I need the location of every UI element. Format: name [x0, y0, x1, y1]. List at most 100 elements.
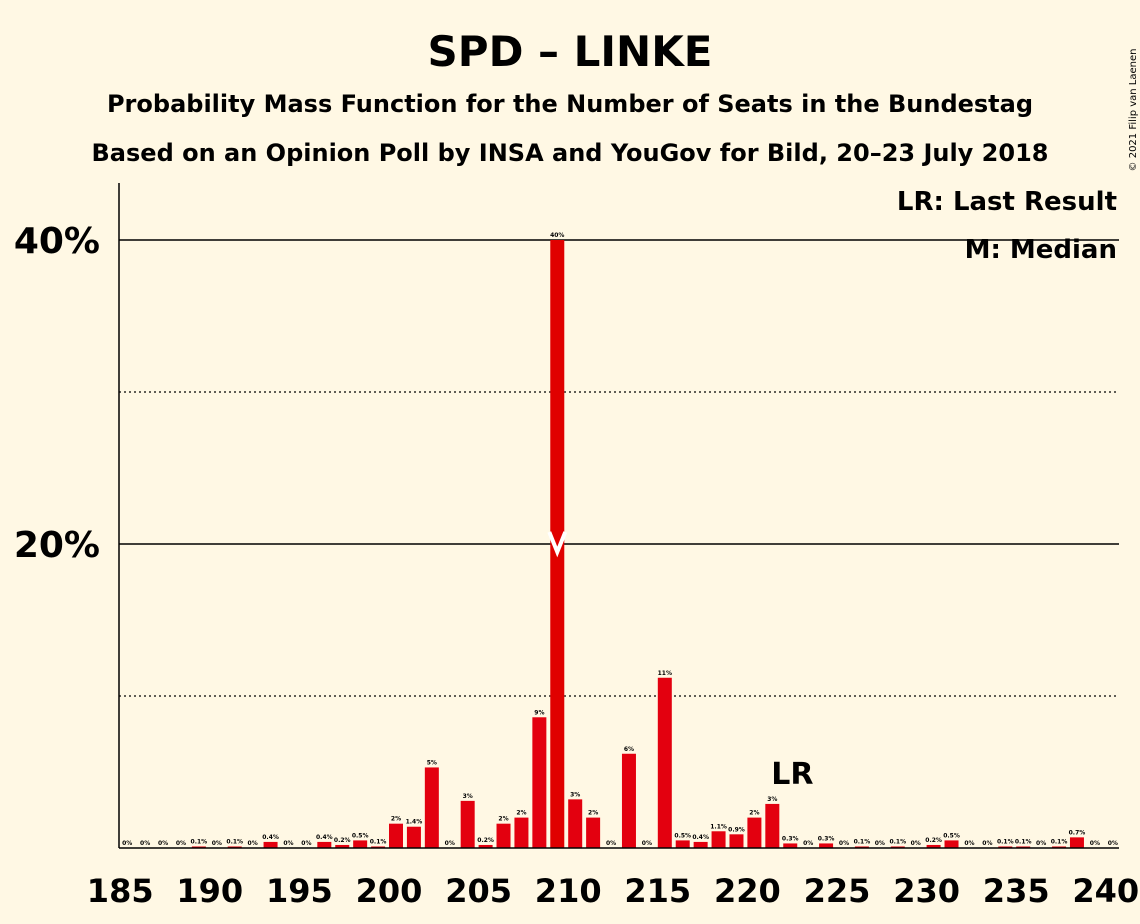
bar-label-226: 0.1%	[854, 838, 871, 845]
chart-subtitle-2: Based on an Opinion Poll by INSA and You…	[92, 139, 1049, 167]
chart-subtitle-1: Probability Mass Function for the Number…	[107, 90, 1033, 118]
bar-label-206: 2%	[498, 816, 508, 823]
bar-labels: 0% 0% 0% 0% 0.1% 0% 0.1% 0%0.4%0% 0%0.4% 0.2%0.5%…	[122, 232, 1118, 847]
bar-label-208: 9%	[534, 709, 544, 716]
bar-label-198: 0.5%	[352, 832, 369, 839]
bar-label-218: 1.1%	[710, 823, 727, 830]
bar-label-228: 0.1%	[889, 838, 906, 845]
x-tick-label: 195	[266, 872, 333, 910]
bar-205	[478, 844, 493, 848]
x-tick-label: 200	[356, 872, 423, 910]
bar-211	[586, 817, 601, 848]
legend-median: M: Median	[965, 235, 1117, 265]
bar-label-210: 3%	[570, 791, 580, 798]
bar-221	[765, 803, 780, 848]
bar-215	[657, 677, 672, 848]
x-tick-label: 190	[176, 872, 243, 910]
bar-label-200: 2%	[391, 816, 401, 823]
bar-label-239: 0%	[1090, 840, 1100, 847]
bar-label-205: 0.2%	[477, 837, 494, 844]
bar-208	[532, 717, 547, 848]
bar-label-224: 0.3%	[818, 835, 835, 842]
y-tick-label: 40%	[14, 221, 100, 262]
bar-226	[854, 846, 869, 848]
bar-217	[693, 841, 708, 848]
bar-label-240: 0%	[1108, 840, 1118, 847]
bar-222	[783, 843, 798, 848]
bar-230	[926, 844, 941, 848]
bar-label-196: 0.4%	[316, 834, 333, 841]
bar-label-195: 0%	[301, 840, 311, 847]
median-and-lr-marks: LR	[547, 531, 813, 792]
bar-200	[389, 823, 403, 848]
bar-label-227: 0%	[875, 840, 885, 847]
bar-197	[335, 844, 350, 848]
x-tick-label: 185	[87, 872, 154, 910]
x-tick-label: 220	[714, 872, 781, 910]
bar-label-204: 3%	[463, 793, 473, 800]
bar-193	[263, 841, 278, 848]
bar-label-235: 0.1%	[1015, 838, 1032, 845]
bar-238	[1069, 837, 1084, 848]
bar-label-234: 0.1%	[997, 838, 1014, 845]
legend-last-result: LR: Last Result	[897, 187, 1117, 217]
bar-label-193: 0.4%	[262, 834, 279, 841]
bar-label-209: 40%	[550, 232, 564, 239]
bar-label-216: 0.5%	[674, 832, 691, 839]
chart-title: SPD – LINKE	[428, 27, 713, 76]
bar-label-220: 2%	[749, 810, 759, 817]
bar-label-189: 0.1%	[191, 838, 208, 845]
bar-label-236: 0%	[1036, 840, 1046, 847]
bar-label-231: 0.5%	[943, 832, 960, 839]
bar-218	[711, 831, 726, 848]
bar-196	[317, 841, 332, 848]
bar-189	[191, 846, 206, 848]
bar-228	[890, 846, 905, 848]
bar-label-194: 0%	[283, 840, 293, 847]
bar-224	[819, 843, 834, 848]
y-tick-label: 20%	[14, 525, 100, 566]
bar-label-233: 0%	[982, 840, 992, 847]
bar-206	[496, 823, 511, 848]
bar-235	[1016, 846, 1031, 848]
y-tick-labels: 20% 40%	[14, 221, 100, 566]
bar-label-187: 0%	[158, 840, 168, 847]
median-marker	[547, 531, 568, 558]
bar-label-197: 0.2%	[334, 837, 351, 844]
bar-label-201: 1.4%	[406, 819, 423, 826]
x-tick-label: 210	[535, 872, 602, 910]
bar-209	[550, 240, 565, 848]
bar-199	[371, 846, 386, 848]
bar-216	[675, 840, 690, 848]
bar-label-237: 0.1%	[1051, 838, 1068, 845]
bar-series	[191, 240, 1084, 848]
bar-220	[747, 817, 762, 848]
x-tick-label: 230	[893, 872, 960, 910]
bar-207	[514, 817, 529, 848]
bar-198	[353, 840, 368, 848]
x-tick-label: 215	[624, 872, 691, 910]
bar-204	[460, 800, 475, 848]
bar-234	[998, 846, 1013, 848]
bar-label-202: 5%	[427, 759, 437, 766]
x-tick-label: 240	[1072, 872, 1139, 910]
bar-label-188: 0%	[176, 840, 186, 847]
bar-label-225: 0%	[839, 840, 849, 847]
bar-201	[406, 826, 421, 848]
bar-label-211: 2%	[588, 810, 598, 817]
bar-label-199: 0.1%	[370, 838, 387, 845]
bar-label-219: 0.9%	[728, 826, 745, 833]
bar-label-230: 0.2%	[925, 837, 942, 844]
last-result-marker: LR	[771, 757, 813, 792]
bar-label-191: 0.1%	[226, 838, 243, 845]
bar-231	[944, 840, 959, 848]
copyright-note: © 2021 Filip van Laenen	[1128, 49, 1139, 172]
bar-label-215: 11%	[658, 670, 672, 677]
x-tick-label: 225	[804, 872, 871, 910]
bar-219	[729, 834, 744, 848]
bar-label-223: 0%	[803, 840, 813, 847]
bar-label-217: 0.4%	[692, 834, 709, 841]
bar-label-229: 0%	[911, 840, 921, 847]
bar-label-222: 0.3%	[782, 835, 799, 842]
